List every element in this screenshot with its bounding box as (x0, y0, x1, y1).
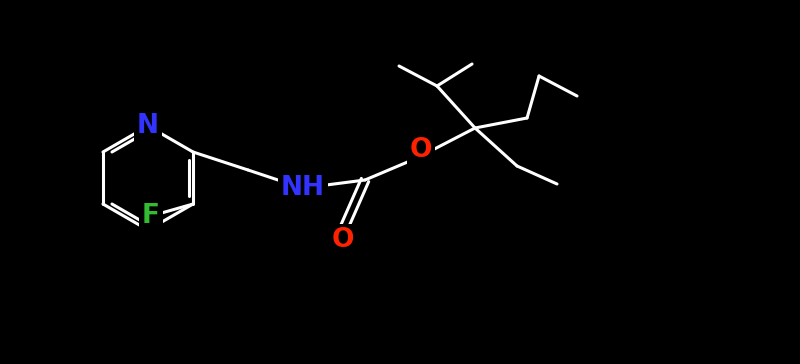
Text: N: N (137, 113, 159, 139)
Text: F: F (142, 203, 160, 229)
Text: O: O (410, 137, 432, 163)
Text: O: O (332, 227, 354, 253)
Text: NH: NH (281, 175, 325, 201)
